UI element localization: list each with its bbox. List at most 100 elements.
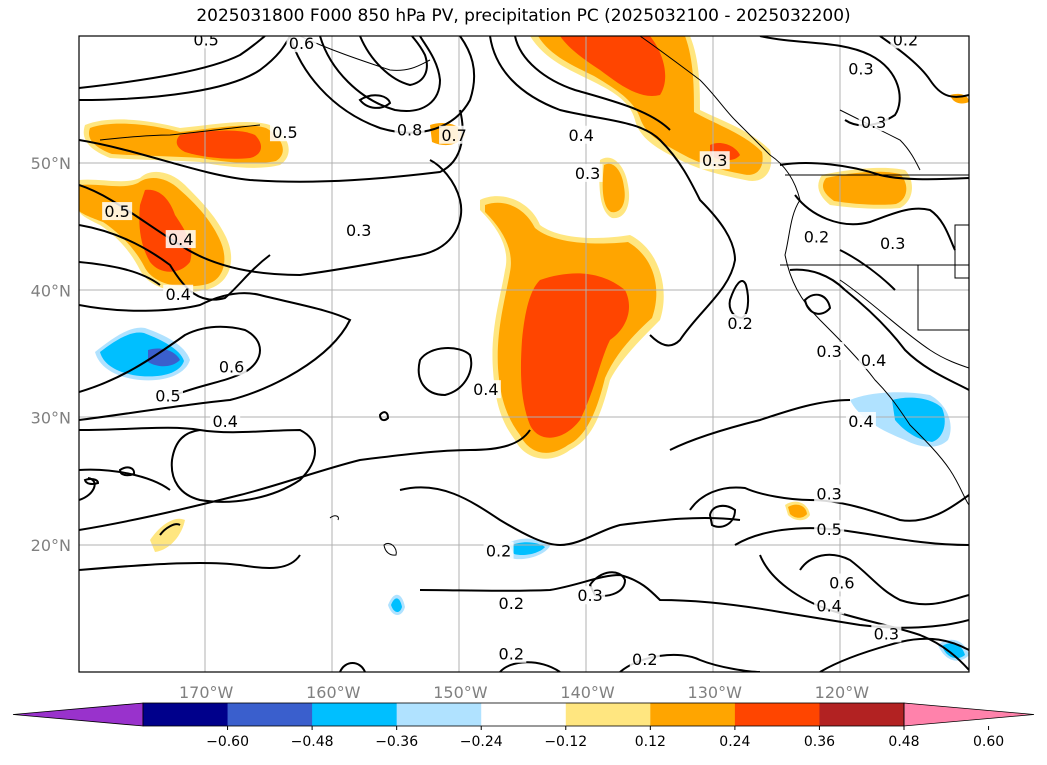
contour-label-27: 0.6	[826, 573, 857, 593]
precip-shade-west-red	[139, 189, 192, 272]
contour-label-26: 0.5	[814, 520, 845, 539]
svg-text:0.2: 0.2	[499, 645, 524, 664]
colorbar-box-4	[481, 703, 567, 726]
colorbar-extend-high	[903, 702, 1035, 727]
colorbar: −0.60 −0.48 −0.36 −0.24 −0.12 0.12 0.24 0.36 0.4…	[12, 702, 1035, 750]
contour-label-10: 0.2	[890, 30, 921, 49]
contour-labels: 0.5 0.6 0.8 0.7 0.5 0.4 0.3 0.3 0.3 0.3 0.2 0.5 0.4 0…	[102, 30, 921, 669]
contour-label-33: 0.2	[496, 644, 527, 664]
colorbar-box-7	[734, 703, 820, 726]
contour-label-2: 0.8	[394, 120, 425, 140]
lat-label-2: 30°N	[31, 409, 71, 428]
contour-label-21: 0.5	[153, 386, 183, 406]
colorbar-box-2	[312, 703, 398, 726]
longitude-labels: 170°W 160°W 150°W 140°W 130°W 120°W	[179, 683, 869, 702]
precip-shade-small-5	[150, 518, 185, 552]
svg-text:0.2: 0.2	[727, 314, 752, 333]
pv-contours	[79, 36, 969, 672]
colorbar-tick-6: 0.24	[719, 734, 750, 750]
precip-shade-bc-orange	[538, 36, 763, 175]
svg-text:0.4: 0.4	[212, 412, 237, 431]
contour-label-31: 0.2	[496, 593, 527, 613]
colorbar-tick-8: 0.48	[888, 734, 919, 750]
colorbar-box-1	[227, 703, 313, 726]
lon-label-4: 130°W	[688, 683, 743, 702]
contour-label-14: 0.3	[343, 221, 374, 240]
colorbar-tick-2: −0.36	[375, 734, 418, 750]
contour-label-23: 0.4	[210, 411, 241, 431]
svg-text:0.6: 0.6	[289, 34, 314, 53]
map-frame	[78, 35, 970, 673]
lon-label-0: 170°W	[179, 683, 234, 702]
precip-shade-small-4b	[788, 504, 807, 518]
svg-text:0.5: 0.5	[104, 202, 129, 221]
svg-text:0.4: 0.4	[816, 596, 841, 615]
svg-text:0.5: 0.5	[193, 30, 218, 49]
contour-label-19: 0.4	[858, 350, 889, 370]
precip-neg-baja-cyan	[892, 397, 945, 442]
contour-label-25: 0.3	[814, 484, 845, 503]
contour-label-29: 0.3	[871, 624, 902, 643]
svg-text:0.3: 0.3	[848, 60, 873, 79]
contour-label-0: 0.5	[191, 30, 222, 49]
contour-label-9: 0.3	[858, 113, 889, 132]
svg-text:0.3: 0.3	[346, 221, 371, 240]
contour-label-34: 0.2	[629, 649, 660, 669]
precip-shade-wa-orange	[822, 171, 907, 205]
contour-label-15: 0.2	[801, 227, 832, 247]
contour-label-22: 0.4	[470, 380, 501, 399]
svg-text:0.5: 0.5	[272, 123, 297, 142]
contour-label-8: 0.3	[845, 60, 876, 79]
svg-text:0.3: 0.3	[880, 234, 905, 253]
colorbar-box-6	[650, 703, 736, 726]
contour-label-11: 0.5	[102, 202, 133, 221]
svg-text:0.2: 0.2	[632, 650, 657, 669]
svg-text:0.5: 0.5	[816, 520, 841, 539]
svg-text:0.4: 0.4	[861, 351, 886, 370]
contour-label-12: 0.4	[165, 230, 196, 249]
coastlines	[99, 36, 969, 556]
svg-text:0.4: 0.4	[473, 380, 498, 399]
colorbar-tick-0: −0.60	[206, 734, 249, 750]
contour-label-4: 0.5	[269, 123, 300, 142]
svg-text:0.6: 0.6	[219, 357, 244, 376]
colorbar-box-8	[819, 703, 905, 726]
svg-text:0.5: 0.5	[155, 387, 180, 406]
map-plot-area: 0.5 0.6 0.8 0.7 0.5 0.4 0.3 0.3 0.3 0.3 0.2 0.5 0.4 0…	[79, 30, 969, 672]
lon-label-1: 160°W	[306, 683, 361, 702]
svg-text:0.4: 0.4	[165, 285, 190, 304]
svg-text:0.4: 0.4	[568, 126, 593, 145]
colorbar-box-5	[565, 703, 651, 726]
svg-text:0.2: 0.2	[893, 30, 918, 49]
contour-label-13: 0.4	[163, 284, 194, 304]
svg-text:0.2: 0.2	[486, 542, 511, 561]
svg-text:0.6: 0.6	[829, 574, 854, 593]
contour-label-28: 0.4	[814, 596, 845, 615]
svg-text:0.3: 0.3	[874, 624, 899, 643]
contour-label-16: 0.3	[877, 233, 908, 253]
lon-label-2: 150°W	[433, 683, 488, 702]
latitude-labels: 50°N 40°N 30°N 20°N	[31, 154, 71, 555]
svg-text:0.3: 0.3	[702, 151, 727, 170]
precip-shade-small-1b	[602, 163, 625, 213]
contour-label-20: 0.6	[216, 357, 247, 376]
contour-label-5: 0.4	[566, 126, 597, 145]
svg-text:0.8: 0.8	[397, 121, 422, 140]
contour-label-1: 0.6	[286, 34, 317, 53]
colorbar-extend-low	[12, 702, 144, 727]
precip-neg-small-3b	[942, 643, 965, 659]
svg-text:0.3: 0.3	[816, 484, 841, 503]
colorbar-tick-4: −0.12	[544, 734, 587, 750]
colorbar-box-3	[396, 703, 482, 726]
lon-label-5: 120°W	[815, 683, 870, 702]
svg-text:0.4: 0.4	[168, 230, 193, 249]
colorbar-tick-7: 0.36	[804, 734, 835, 750]
svg-text:0.7: 0.7	[441, 126, 466, 145]
contour-label-3: 0.7	[439, 126, 470, 145]
contour-label-17: 0.2	[725, 314, 756, 333]
svg-text:0.3: 0.3	[575, 164, 600, 183]
precip-shade-aleutian-red	[176, 130, 262, 159]
colorbar-tick-9: 0.60	[973, 734, 1004, 750]
map-title: 2025031800 F000 850 hPa PV, precipitatio…	[196, 6, 851, 26]
